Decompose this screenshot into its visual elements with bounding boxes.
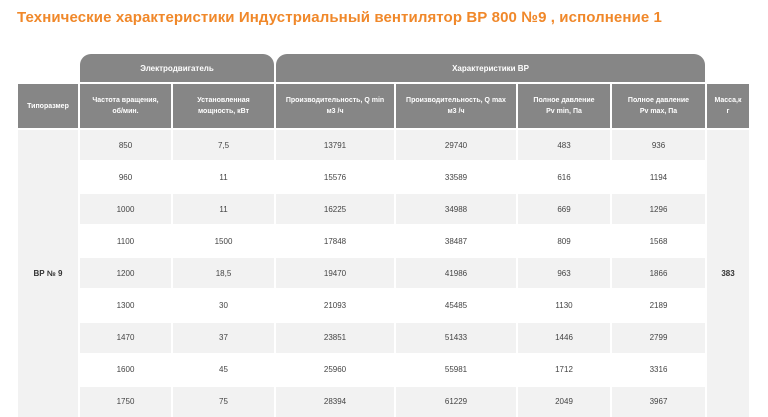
table-row: 1100 1500 17848 38487 809 1568 — [18, 224, 749, 257]
cell-pv-max: 2189 — [612, 288, 705, 321]
cell-q-min: 16225 — [276, 192, 394, 225]
col-header-q-min: Производительность, Q min м3 /ч — [276, 82, 394, 128]
cell-q-min: 21093 — [276, 288, 394, 321]
table-row: ВР № 9 850 7,5 13791 29740 483 936 383 — [18, 128, 749, 417]
table-row: 1470 37 23851 51433 1446 2799 — [18, 320, 749, 353]
cell-pv-min: 1130 — [518, 288, 610, 321]
cell-q-max: 55981 — [396, 352, 516, 385]
column-header-row: Типоразмер Частота вращения, об/мин. Уста… — [18, 82, 749, 128]
col-header-pv-min: Полное давление Pv min, Па — [518, 82, 610, 128]
page-title: Технические характеристики Индустриальны… — [17, 9, 662, 26]
cell-pv-min: 669 — [518, 192, 610, 225]
col-header-power: Установленная мощность, кВт — [173, 82, 274, 128]
cell-q-min: 13791 — [276, 128, 394, 161]
cell-power: 30 — [173, 288, 274, 321]
cell-speed: 1470 — [80, 320, 171, 353]
cell-pv-max: 3316 — [612, 352, 705, 385]
cell-q-min: 23851 — [276, 320, 394, 353]
table-row: 1300 30 21093 45485 1130 2189 — [18, 288, 749, 321]
cell-q-max: 61229 — [396, 384, 516, 417]
cell-q-max: 29740 — [396, 128, 516, 161]
cell-pv-min: 483 — [518, 128, 610, 161]
cell-pv-min: 963 — [518, 256, 610, 289]
table-row: 1600 45 25960 55981 1712 3316 — [18, 352, 749, 385]
cell-q-max: 51433 — [396, 320, 516, 353]
cell-q-max: 33589 — [396, 160, 516, 193]
cell-speed: 1600 — [80, 352, 171, 385]
cell-speed: 1100 — [80, 224, 171, 257]
model-cell: ВР № 9 — [18, 128, 78, 417]
col-header-pv-max: Полное давление Pv max, Па — [612, 82, 705, 128]
cell-pv-max: 2799 — [612, 320, 705, 353]
col-header-q-max: Производительность, Q max м3 /ч — [396, 82, 516, 128]
group-header-blank — [18, 54, 78, 82]
table-row: 1200 18,5 19470 41986 963 1866 — [18, 256, 749, 289]
cell-power: 7,5 — [173, 128, 274, 161]
group-header-row: Электродвигатель Характеристики ВР — [18, 54, 749, 82]
cell-pv-min: 1712 — [518, 352, 610, 385]
col-header-mass: Масса,к г — [707, 82, 749, 128]
cell-power: 45 — [173, 352, 274, 385]
group-header-motor: Электродвигатель — [80, 54, 274, 82]
group-header-fan: Характеристики ВР — [276, 54, 705, 82]
cell-power: 75 — [173, 384, 274, 417]
cell-speed: 850 — [80, 128, 171, 161]
cell-power: 18,5 — [173, 256, 274, 289]
cell-pv-max: 1194 — [612, 160, 705, 193]
cell-power: 1500 — [173, 224, 274, 257]
cell-power: 37 — [173, 320, 274, 353]
cell-speed: 960 — [80, 160, 171, 193]
cell-pv-min: 1446 — [518, 320, 610, 353]
cell-power: 11 — [173, 192, 274, 225]
cell-speed: 1750 — [80, 384, 171, 417]
cell-pv-max: 1568 — [612, 224, 705, 257]
cell-power: 11 — [173, 160, 274, 193]
table-row: 1000 11 16225 34988 669 1296 — [18, 192, 749, 225]
mass-cell: 383 — [707, 128, 749, 417]
table-row: 960 11 15576 33589 616 1194 — [18, 160, 749, 193]
cell-speed: 1300 — [80, 288, 171, 321]
col-header-size: Типоразмер — [18, 82, 78, 128]
cell-q-min: 28394 — [276, 384, 394, 417]
cell-q-min: 25960 — [276, 352, 394, 385]
cell-q-min: 15576 — [276, 160, 394, 193]
cell-q-min: 19470 — [276, 256, 394, 289]
cell-pv-max: 936 — [612, 128, 705, 161]
col-header-speed: Частота вращения, об/мин. — [80, 82, 171, 128]
cell-speed: 1200 — [80, 256, 171, 289]
cell-pv-min: 2049 — [518, 384, 610, 417]
table-row: 1750 75 28394 61229 2049 3967 — [18, 384, 749, 417]
cell-q-max: 38487 — [396, 224, 516, 257]
cell-pv-min: 616 — [518, 160, 610, 193]
cell-q-max: 45485 — [396, 288, 516, 321]
group-header-blank — [707, 54, 749, 82]
cell-q-min: 17848 — [276, 224, 394, 257]
cell-q-max: 41986 — [396, 256, 516, 289]
specs-table: Электродвигатель Характеристики ВР Типор… — [16, 54, 751, 417]
cell-speed: 1000 — [80, 192, 171, 225]
cell-pv-max: 3967 — [612, 384, 705, 417]
cell-q-max: 34988 — [396, 192, 516, 225]
cell-pv-min: 809 — [518, 224, 610, 257]
cell-pv-max: 1296 — [612, 192, 705, 225]
cell-pv-max: 1866 — [612, 256, 705, 289]
